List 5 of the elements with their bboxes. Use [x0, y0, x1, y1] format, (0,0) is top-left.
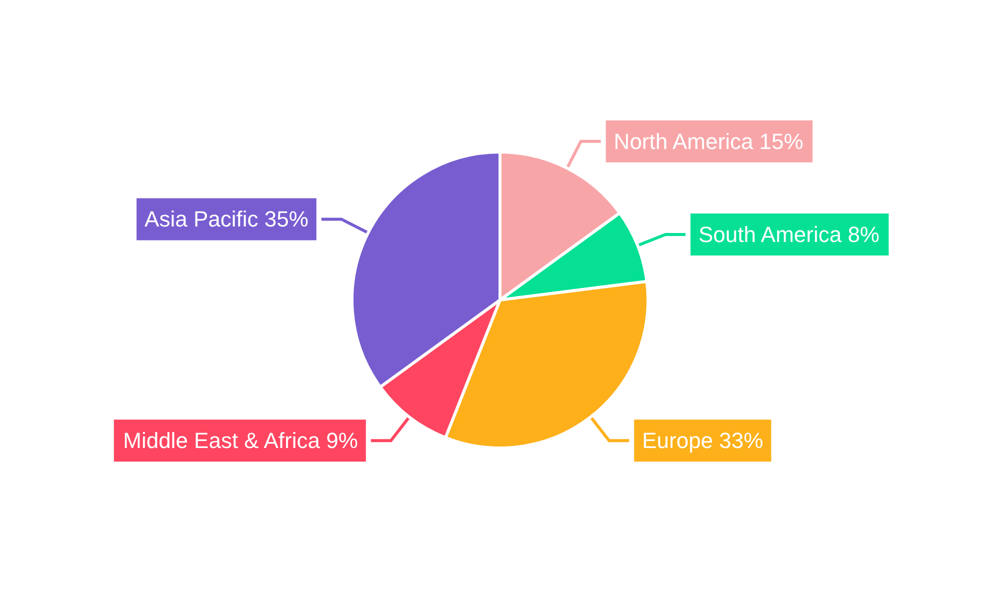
slice-label: South America 8%: [698, 222, 880, 247]
slice-label: North America 15%: [614, 128, 804, 154]
slice-label: Middle East & Africa 9%: [123, 428, 358, 454]
slice-label: Asia Pacific 35%: [144, 206, 308, 232]
slice-label: Europe 33%: [642, 428, 764, 454]
